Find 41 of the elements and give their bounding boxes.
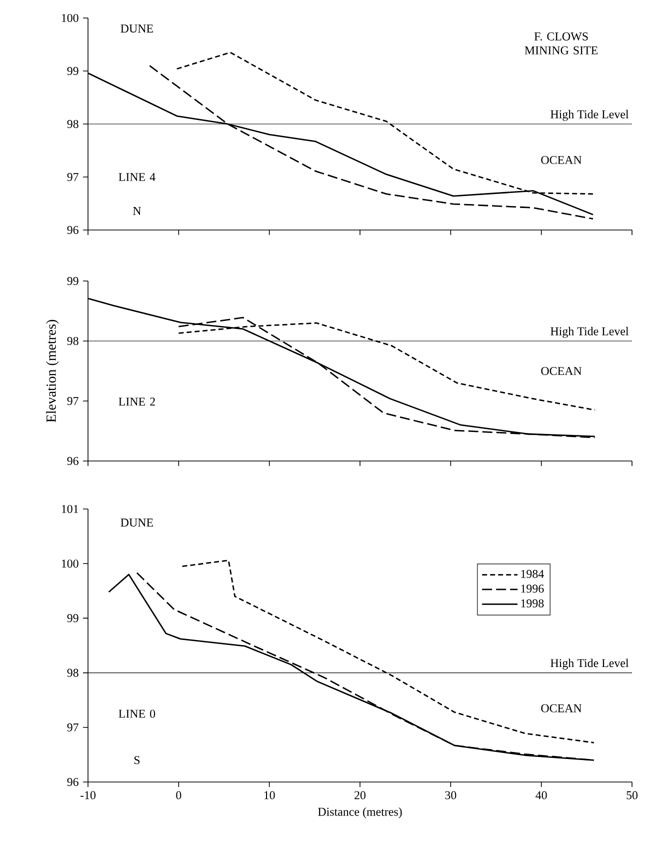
- y-axis-title: Elevation (metres): [46, 320, 59, 422]
- y-tick-label: 99: [67, 614, 78, 622]
- y-tick-label: 98: [67, 668, 78, 677]
- legend-label: 1996: [521, 584, 544, 593]
- y-tick-label: 96: [67, 226, 78, 234]
- legend-label: 1984: [521, 570, 544, 578]
- annotation: S: [134, 756, 140, 764]
- x-tick-label: 0: [176, 791, 182, 800]
- annotation: F. CLOWS MINING SITE: [524, 32, 598, 54]
- x-axis-title: Distance (metres): [318, 807, 402, 818]
- annotation: OCEAN: [541, 156, 582, 164]
- x-tick-label: 50: [626, 791, 638, 800]
- y-tick-label: 97: [67, 723, 78, 732]
- annotation: OCEAN: [541, 366, 582, 375]
- x-tick-label: 30: [445, 791, 456, 800]
- y-tick-label: 96: [67, 778, 78, 786]
- y-tick-label: 100: [62, 14, 78, 22]
- annotation: OCEAN: [541, 704, 582, 712]
- x-tick-label: 10: [264, 791, 275, 800]
- annotation: LINE 0: [118, 710, 156, 718]
- ref-line-label: High Tide Level: [550, 110, 629, 121]
- y-tick-label: 99: [67, 276, 78, 285]
- ref-line-label: High Tide Level: [550, 326, 629, 338]
- annotation: DUNE: [120, 518, 153, 527]
- annotation: LINE 4: [118, 173, 156, 181]
- annotation: LINE 2: [118, 398, 155, 406]
- legend-label: 1998: [521, 599, 544, 608]
- annotation: N: [132, 207, 141, 215]
- ref-line-label: High Tide Level: [550, 658, 629, 670]
- y-tick-label: 99: [67, 66, 78, 75]
- y-tick-label: 100: [62, 560, 78, 568]
- x-tick-label: 20: [354, 791, 366, 800]
- y-tick-label: 97: [67, 172, 78, 181]
- x-tick-label: -10: [80, 791, 96, 800]
- annotation: DUNE: [120, 24, 153, 33]
- y-tick-label: 97: [67, 396, 78, 406]
- y-tick-label: 98: [67, 336, 78, 346]
- x-tick-label: 40: [536, 791, 547, 800]
- y-tick-label: 101: [62, 504, 78, 514]
- y-tick-label: 96: [67, 456, 78, 466]
- y-tick-label: 98: [67, 120, 78, 128]
